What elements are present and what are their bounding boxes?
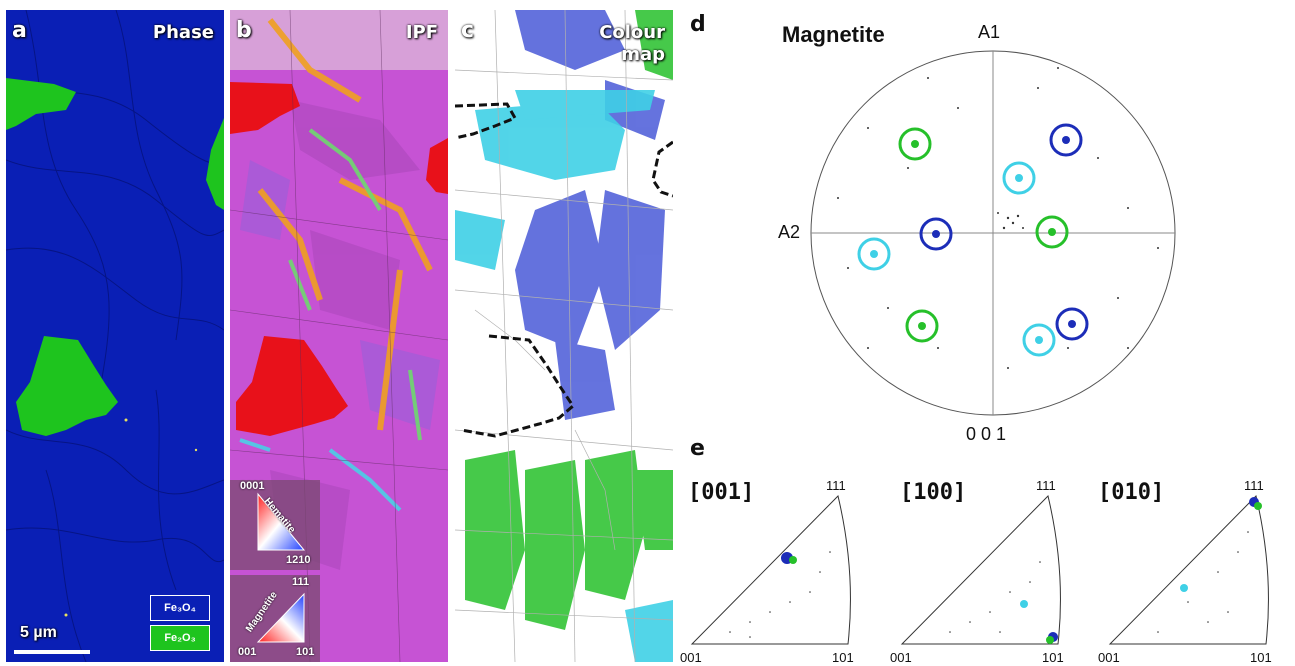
ipf-triangle-outline: [690, 495, 851, 645]
ipf-triangle-outline: [900, 495, 1061, 645]
legend-label: Fe₃O₄: [164, 602, 196, 614]
panel-title-line1: Colour: [599, 22, 665, 43]
ipf-key-hematite-triangle: [257, 492, 306, 551]
hematite-grain-red: [230, 82, 300, 134]
axis-label-a2: A2: [778, 222, 801, 242]
hematite-grain-red: [426, 138, 448, 194]
ipf-direction-label: [100]: [900, 480, 967, 505]
pole-figure-title: Magnetite: [782, 22, 885, 47]
ipf-map-image: [230, 10, 448, 662]
panel-letter-e: e: [690, 436, 705, 461]
ipf-triangle-100: [900, 495, 1061, 645]
pole-circle-blue: [919, 217, 953, 251]
ipf-corner-101: 101: [1042, 650, 1064, 665]
legend-label: Fe₂O₃: [164, 632, 196, 644]
legend-hematite: Fe₂O₃: [150, 625, 210, 651]
ipf-corner-001: 001: [680, 650, 702, 665]
key-magnetite-right: 101: [296, 646, 315, 658]
hematite-grain-boundary: [455, 102, 518, 140]
ipf-triangle-001: [690, 495, 851, 645]
panel-title: Phase: [152, 22, 214, 43]
hematite-grain: [206, 118, 224, 210]
ipf-cluster: [1180, 584, 1188, 592]
ipf-corner-111: 111: [1036, 478, 1056, 493]
panel-a-phase-map: a Phase Fe₃O₄ Fe₂O₃ 5 µm: [6, 10, 224, 662]
panel-title: IPF: [405, 22, 438, 43]
ipf-corner-101: 101: [1250, 650, 1272, 665]
ipf-direction-label: [001]: [688, 480, 755, 505]
phase-map-image: [6, 10, 224, 662]
axis-label-001: 0 0 1: [966, 424, 1007, 444]
pole-circle-blue: [1049, 123, 1083, 157]
scale-bar: [14, 650, 90, 654]
ipf-corner-001: 001: [1098, 650, 1120, 665]
pole-circle-cyan: [1022, 323, 1056, 357]
pole-clusters: [857, 123, 1089, 357]
panel-letter-d: d: [690, 12, 706, 37]
pole-circle-green: [905, 309, 939, 343]
axis-label-a1: A1: [978, 22, 1001, 42]
panel-b-ipf-map: b IPF 0001 Hematite 1210 111 Magnetite 0…: [230, 10, 448, 662]
key-hematite-top: 0001: [240, 480, 265, 492]
pole-circle-cyan: [1002, 161, 1036, 195]
ipf-triangle-010: [1108, 495, 1269, 645]
scale-label: 5 µm: [20, 624, 57, 641]
hematite-grain-boundary: [460, 334, 575, 438]
ipf-direction-label: [010]: [1098, 480, 1165, 505]
pole-circle-blue: [1055, 307, 1089, 341]
panel-title-line2: map: [621, 44, 665, 65]
ipf-corner-111: 111: [1244, 478, 1264, 493]
hematite-grain: [16, 336, 118, 436]
hematite-grain-boundary: [651, 140, 673, 198]
ipf-corner-111: 111: [826, 478, 846, 493]
legend-magnetite: Fe₃O₄: [150, 595, 210, 621]
pole-circle-green: [1035, 215, 1069, 249]
pole-circle-green: [898, 127, 932, 161]
key-magnetite-left: 001: [238, 646, 257, 658]
ipf-cluster: [1020, 600, 1028, 608]
key-hematite-right: 1210: [286, 554, 311, 566]
panel-c-colour-map: c Colour map: [455, 10, 673, 662]
ipf-key-magnetite-triangle: [256, 592, 305, 643]
colour-map-image: [455, 10, 673, 662]
key-magnetite-top: 111: [292, 576, 310, 588]
panel-letter: b: [236, 18, 252, 43]
pole-figure-scatter: [837, 67, 1159, 369]
ipf-key-magnetite-box: [230, 575, 320, 662]
pole-circle-cyan: [857, 237, 891, 271]
hematite-grain-red: [236, 336, 348, 436]
pole-figure: [810, 50, 1176, 416]
panel-letter: a: [12, 18, 27, 43]
hematite-grain: [6, 78, 76, 130]
ipf-corner-001: 001: [890, 650, 912, 665]
ipf-corner-101: 101: [832, 650, 854, 665]
panel-letter: c: [461, 18, 475, 43]
ipf-triangle-outline: [1108, 495, 1269, 645]
